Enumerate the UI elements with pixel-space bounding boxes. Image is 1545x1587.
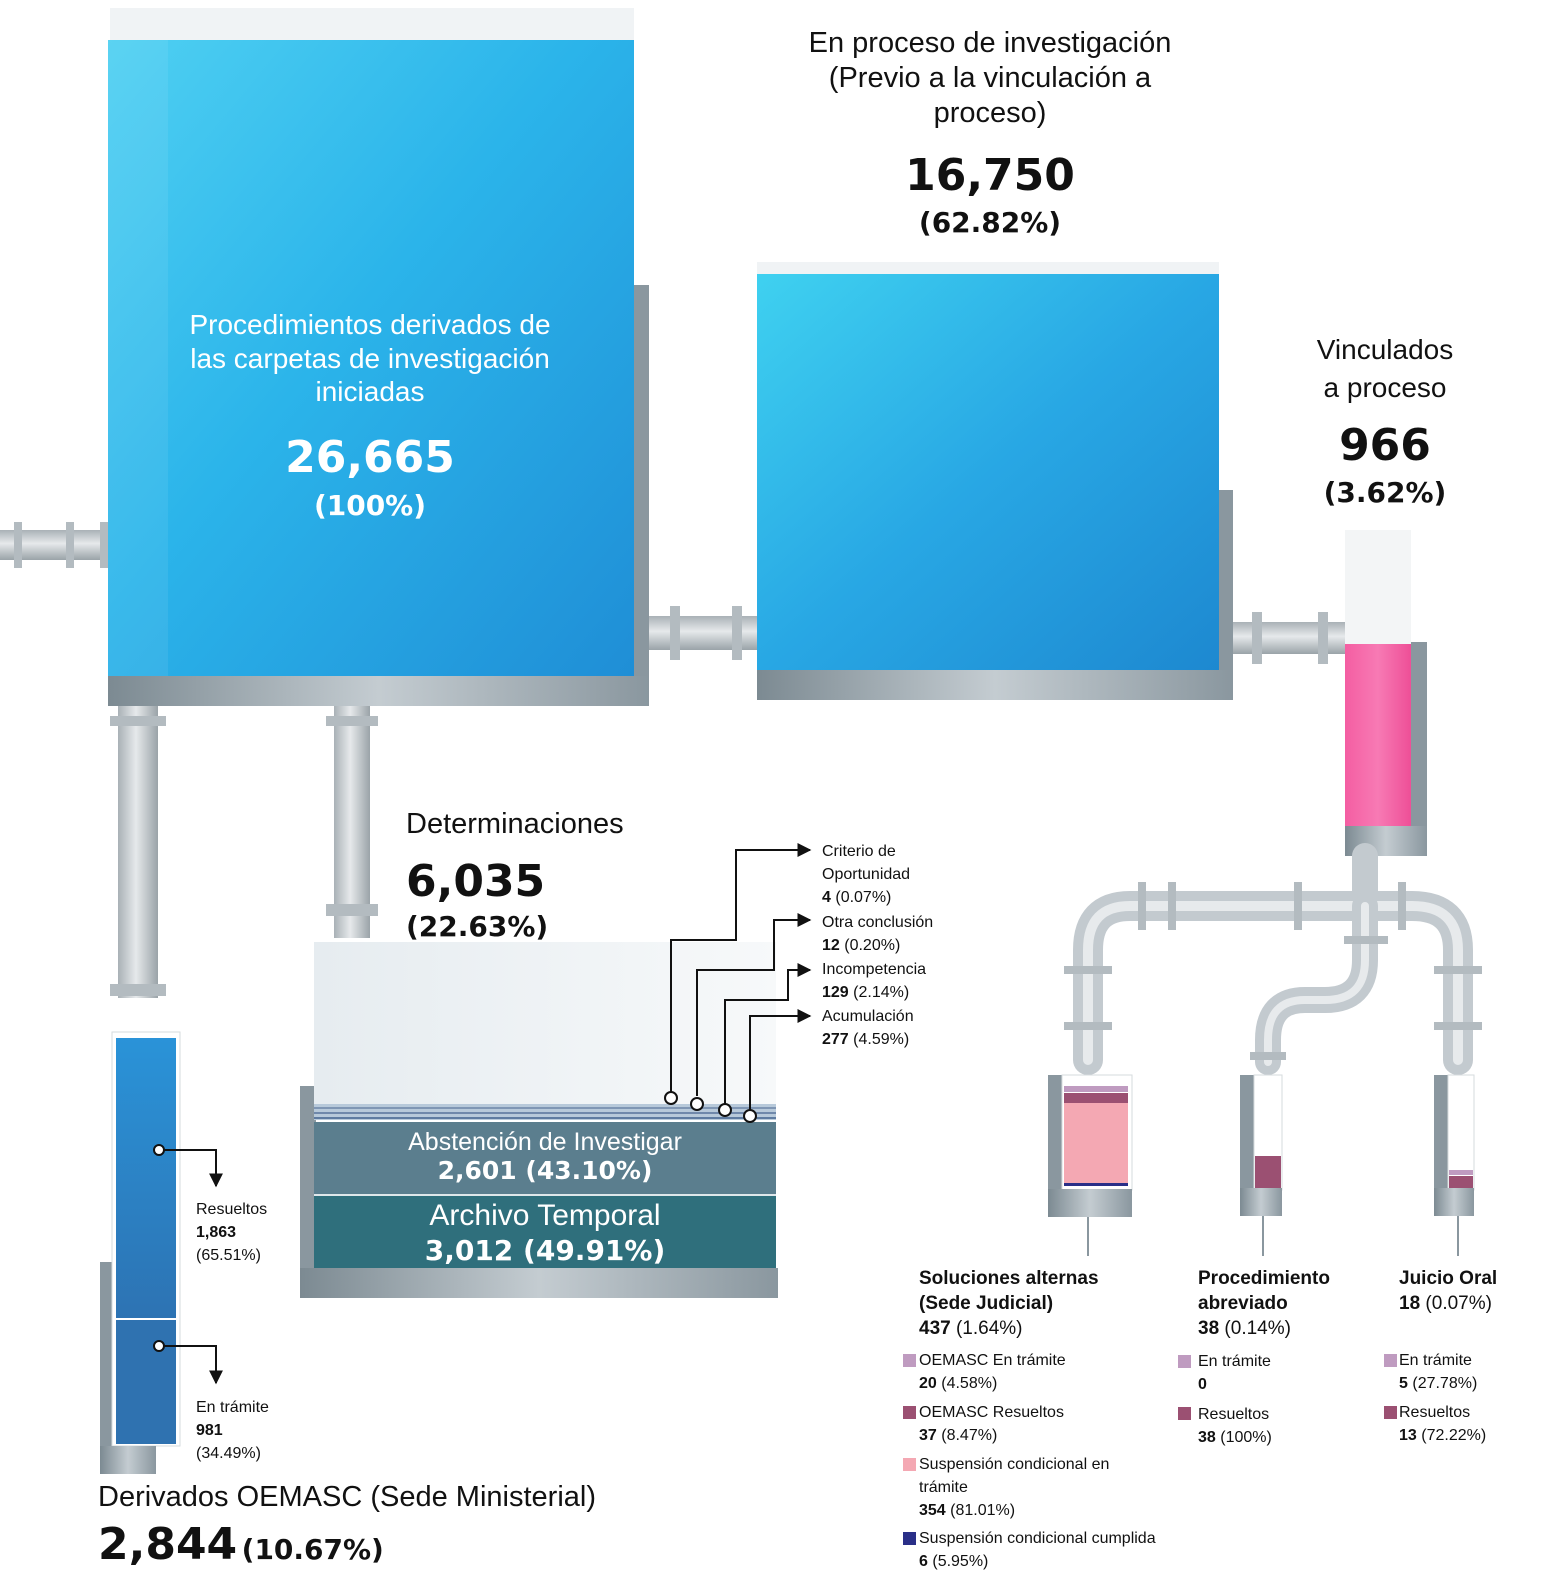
vinculados-label-line2: a proceso	[1323, 372, 1447, 403]
branch-otra-conclusion: Otra conclusión 12 (0.20%)	[822, 914, 934, 955]
distribution-pipes	[1064, 843, 1482, 1075]
investigacion-label: En proceso de investigación (Previo a la…	[808, 27, 1172, 129]
soluciones-heading: Soluciones alternas (Sede Judicial) 437 …	[919, 1268, 1099, 1340]
abreviado-item-resueltos: Resueltos 38 (100%)	[1198, 1406, 1272, 1447]
soluciones-pink-layer	[1064, 1103, 1128, 1183]
abreviado-heading: Procedimiento abreviado 38 (0.14%)	[1198, 1268, 1330, 1340]
vinculados-value: 966	[1339, 420, 1431, 471]
soluciones-mauve-layer	[1064, 1093, 1128, 1103]
determinaciones-value: 6,035	[406, 856, 546, 907]
archivo-value: 3,012 (49.91%)	[424, 1234, 666, 1267]
oemasc-resueltos-text: Resueltos 1,863 (65.51%)	[196, 1201, 268, 1265]
main-tank-label: Procedimientos derivados de las carpetas…	[189, 309, 551, 408]
abreviado-tube	[1240, 1074, 1283, 1256]
oemasc-label: Derivados OEMASC (Sede Ministerial)	[98, 1481, 596, 1513]
juicio-heading: Juicio Oral 18 (0.07%)	[1399, 1268, 1498, 1315]
soluciones-item-suspension-cumplida: Suspensión condicional cumplida 6 (5.95%…	[919, 1530, 1156, 1571]
pipe-to-vinculados	[1233, 612, 1345, 664]
determinaciones-tank	[300, 843, 812, 1298]
soluciones-item-suspension-tramite: Suspensión condicional en trámite 354 (8…	[919, 1456, 1110, 1520]
determinaciones-pct: (22.63%)	[406, 910, 549, 943]
main-tank-pct: (100%)	[313, 489, 427, 522]
vinculados-pct: (3.62%)	[1323, 476, 1447, 509]
juicio-tube	[1434, 1074, 1475, 1256]
pipe-to-determinaciones	[326, 706, 378, 938]
inlet-pipe	[0, 522, 112, 568]
pipe-to-oemasc	[110, 706, 166, 998]
soluciones-lilac-layer	[1064, 1086, 1128, 1092]
abreviado-item-en-tramite: En trámite 0	[1198, 1353, 1271, 1394]
main-tank	[108, 8, 649, 706]
juicio-item-resueltos: Resueltos 13 (72.22%)	[1399, 1404, 1487, 1445]
branch-criterio: Criterio de Oportunidad 4 (0.07%)	[822, 843, 911, 907]
abreviado-resueltos-layer	[1255, 1156, 1281, 1188]
branch-acumulacion: Acumulación 277 (4.59%)	[822, 1008, 914, 1049]
investigacion-pct: (62.82%)	[918, 206, 1062, 239]
archivo-layer	[314, 1196, 776, 1268]
juicio-en-tramite-layer	[1449, 1170, 1473, 1175]
oemasc-total: 2,844 (10.67%)	[98, 1519, 384, 1570]
abstencion-label: Abstención de Investigar	[408, 1128, 682, 1156]
vinculados-label-line1: Vinculados	[1316, 334, 1454, 365]
investigacion-value: 16,750	[905, 150, 1075, 201]
soluciones-item-oemasc-resueltos: OEMASC Resueltos 37 (8.47%)	[919, 1404, 1064, 1445]
soluciones-item-oemasc-tramite: OEMASC En trámite 20 (4.58%)	[919, 1352, 1066, 1393]
juicio-item-en-tramite: En trámite 5 (27.78%)	[1399, 1352, 1478, 1393]
vinculados-tube	[1345, 530, 1427, 856]
main-tank-value: 26,665	[285, 432, 455, 483]
soluciones-navy-layer	[1064, 1183, 1128, 1186]
branch-incompetencia: Incompetencia 129 (2.14%)	[822, 961, 927, 1002]
legend-swatches	[903, 1354, 1397, 1545]
pipe-to-investigacion	[649, 606, 759, 660]
archivo-label: Archivo Temporal	[429, 1199, 661, 1232]
oemasc-en-tramite-layer	[116, 1320, 176, 1444]
oemasc-tube	[100, 1031, 223, 1474]
oemasc-en-tramite-text: En trámite 981 (34.49%)	[196, 1399, 269, 1463]
abstencion-value: 2,601 (43.10%)	[437, 1156, 653, 1185]
soluciones-tube	[1048, 1074, 1133, 1256]
juicio-resueltos-layer	[1449, 1176, 1473, 1188]
abstencion-layer	[314, 1122, 776, 1194]
investigacion-tank	[757, 262, 1233, 700]
determinaciones-label: Determinaciones	[406, 808, 624, 840]
oemasc-resueltos-layer	[116, 1038, 176, 1318]
